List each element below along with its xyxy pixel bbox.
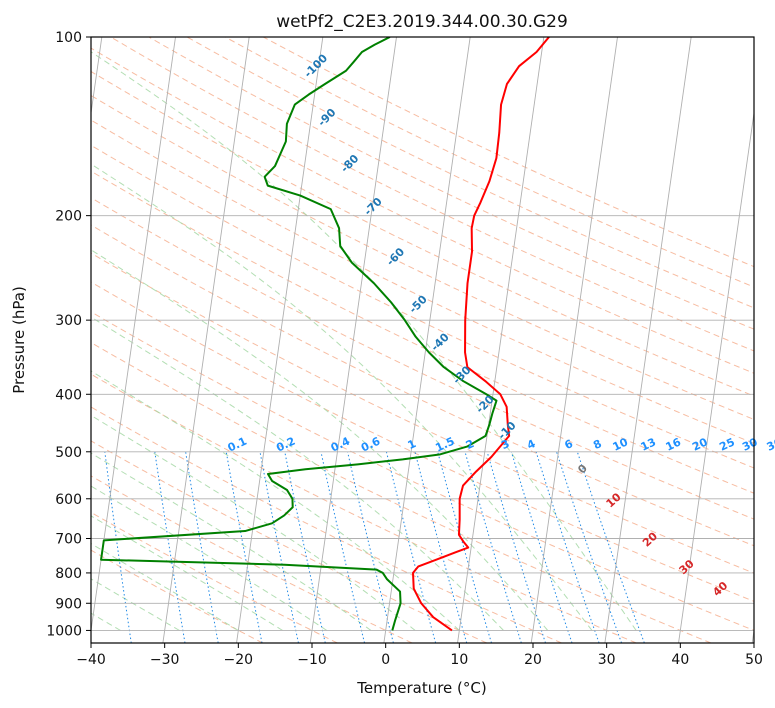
mixing-ratio-line: [576, 451, 645, 643]
isotherm-line: [678, 109, 754, 643]
y-tick-label: 100: [55, 30, 82, 46]
y-tick-label: 500: [55, 445, 82, 461]
y-tick-label: 400: [55, 387, 82, 403]
mixing-ratio-label: 20: [690, 435, 710, 453]
mixing-ratio-line: [385, 451, 437, 643]
grid-lines: [91, 37, 754, 643]
dry-adiabat-line: [91, 144, 754, 469]
dry-adiabat-line: [91, 406, 562, 643]
axis-ticks: −40 −30 −20 −10 0 10 20 30 40 50 1000 900 800 700 600 5…: [46, 30, 763, 668]
isotherm-line: [236, 37, 324, 643]
isotherm-line: [604, 37, 692, 643]
moist-adiabat-line: [91, 543, 239, 631]
y-tick-label: 600: [55, 492, 82, 508]
moist-adiabat-line: [91, 316, 504, 631]
x-tick-label: −10: [297, 652, 327, 668]
y-tick-label: 800: [55, 566, 82, 582]
y-tick-label: 700: [55, 532, 82, 548]
dewpoint-profile-line: [100, 37, 498, 631]
dry-adiabat-line: [91, 224, 754, 547]
dry-adiabat-line: [91, 197, 754, 520]
isotherm-line: [383, 37, 471, 643]
temperature-profile-line: [412, 37, 550, 632]
y-tick-label: 200: [55, 209, 82, 225]
chart-title: wetPf2_C2E3.2019.344.00.30.G29: [276, 12, 568, 32]
dry-adiabat-line: [91, 341, 712, 643]
isotherm-line: [162, 37, 250, 643]
mixing-ratio-line: [464, 451, 522, 643]
mixing-ratio-line: [320, 451, 365, 643]
mixing-ratio-line: [510, 451, 573, 643]
dry-adiabat-line: [91, 511, 338, 643]
mixing-ratio-label: 25: [717, 436, 736, 454]
dry-adiabat-line: [91, 549, 263, 643]
x-tick-label: −20: [224, 652, 254, 668]
x-tick-label: 30: [598, 652, 616, 668]
moist-adiabat-line: [91, 249, 549, 631]
dry-adiabat-line: [91, 170, 754, 494]
x-tick-label: −40: [76, 652, 106, 668]
y-tick-label: 300: [55, 313, 82, 329]
moist-adiabat-line: [91, 51, 637, 631]
x-tick-label: 40: [671, 652, 689, 668]
mixing-ratio-label: 16: [664, 435, 684, 453]
x-axis-title: Temperature (°C): [356, 679, 486, 697]
mixing-ratio-label: 36: [765, 435, 775, 453]
isotherm-line: [530, 37, 618, 643]
mixing-ratio-line: [284, 451, 326, 643]
moist-adiabat-line: [91, 578, 180, 631]
mixing-ratio-line: [437, 451, 492, 643]
mixing-ratio-line: [535, 451, 600, 643]
mixing-ratio-line: [486, 451, 546, 643]
mixing-ratio-line: [556, 451, 623, 643]
background-lines: [91, 37, 754, 643]
x-tick-label: 0: [381, 652, 390, 668]
isotherm-line: [309, 37, 397, 643]
x-tick-label: 50: [745, 652, 763, 668]
y-tick-label: 900: [55, 596, 82, 612]
moist-adiabat-line: [91, 414, 416, 631]
x-tick-label: 10: [450, 652, 468, 668]
mixing-ratio-label: 30: [740, 435, 760, 453]
sounding-lines: [100, 37, 550, 632]
dry-adiabat-line: [148, 37, 754, 330]
x-tick-label: −30: [150, 652, 180, 668]
dry-adiabat-line: [91, 311, 754, 631]
mixing-ratio-label: 13: [639, 436, 658, 454]
dry-adiabat-line: [91, 70, 754, 397]
x-tick-label: 20: [524, 652, 542, 668]
moist-adiabat-line: [91, 163, 593, 631]
plot-frame: [90, 36, 755, 644]
dry-adiabat-line: [91, 281, 754, 602]
dry-adiabat-line: [91, 94, 754, 420]
mixing-ratio-line: [414, 451, 468, 643]
moist-adiabat-line: [91, 515, 283, 631]
dry-adiabat-line: [91, 373, 637, 643]
isotherm-line: [457, 37, 545, 643]
y-tick-label: 1000: [46, 623, 82, 639]
moist-adiabat-line: [91, 452, 372, 631]
y-axis-title: Pressure (hPa): [10, 286, 28, 394]
mixing-ratio-label: 10: [611, 435, 631, 453]
mixing-ratio-line: [259, 451, 299, 643]
